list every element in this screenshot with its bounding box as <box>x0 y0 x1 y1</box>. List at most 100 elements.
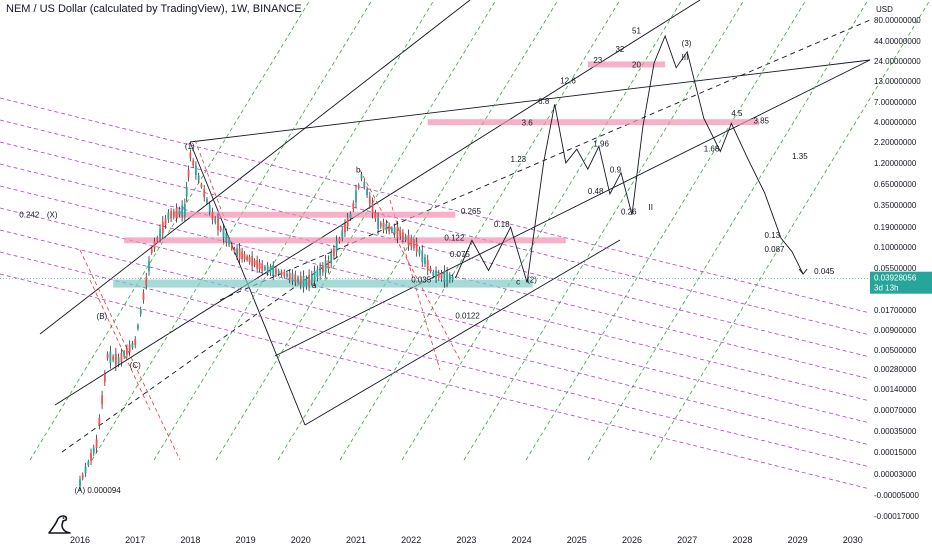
candle-body <box>236 248 238 257</box>
candle-body <box>264 266 266 270</box>
candle-body <box>233 248 236 253</box>
candle-body <box>134 339 137 346</box>
candle-body <box>128 344 131 353</box>
dinosaur-logo-icon[interactable] <box>46 513 74 535</box>
green-guide <box>463 0 745 461</box>
y-tick-label: 0.65000000 <box>874 180 917 189</box>
y-tick-label: 13.00000000 <box>874 77 921 86</box>
candle-body <box>374 212 377 219</box>
candle-body <box>131 343 134 348</box>
candle-body <box>399 230 402 237</box>
candle-body <box>195 165 197 176</box>
y-tick-label: 1.20000000 <box>874 159 917 168</box>
candle-body <box>219 227 222 231</box>
annotation-label: 0.26 <box>621 208 637 217</box>
magenta-guide <box>0 141 871 358</box>
candle-body <box>84 466 87 474</box>
candle-body <box>183 204 186 216</box>
y-tick-label: 0.00280000 <box>874 365 917 374</box>
candle-body <box>324 260 327 273</box>
candle-body <box>123 352 126 357</box>
time-axis[interactable]: 2016 2017 2018 2019 2020 2021 2022 2023 2024 2025… <box>70 535 863 545</box>
candle-body <box>126 347 128 355</box>
y-tick-label: 0.00035000 <box>874 427 917 436</box>
red-guide <box>194 139 226 221</box>
candle-body <box>175 208 178 218</box>
candle-body <box>150 248 153 253</box>
candle-body <box>308 274 310 286</box>
chart-title: NEM / US Dollar (calculated by TradingVi… <box>6 3 302 15</box>
y-tick-label: 0.00070000 <box>874 406 917 415</box>
price-axis[interactable]: USD 80.00000000 44.00000000 24.00000000 13.0… <box>874 5 921 521</box>
x-tick-label: 2026 <box>622 535 642 545</box>
candle-body <box>178 209 181 215</box>
candle-body <box>316 269 319 278</box>
annotation-label: 0.122 <box>444 233 465 242</box>
x-tick-label: 2024 <box>512 535 532 545</box>
candle-body <box>280 271 283 276</box>
candle-body <box>206 198 208 203</box>
candle-body <box>413 241 415 248</box>
magenta-guide <box>0 207 871 424</box>
y-tick-label: -0.00017000 <box>874 512 919 521</box>
candle-body <box>197 175 200 181</box>
candle-body <box>225 233 228 243</box>
annotation-label: II <box>649 203 653 212</box>
candle-body <box>333 248 335 257</box>
candle-body <box>98 418 101 426</box>
annotation-label: (2) <box>527 276 537 285</box>
candle-body <box>79 479 81 487</box>
annotation-label: 1.68 <box>704 145 720 154</box>
annotation-label: 0.18 <box>494 220 510 229</box>
candle-body <box>81 474 84 479</box>
candle-body <box>112 356 115 361</box>
y-tick-label: 0.00500000 <box>874 346 917 355</box>
y-tick-label: 0.00140000 <box>874 385 917 394</box>
candle-body <box>349 213 352 219</box>
candle-body <box>87 461 90 466</box>
annotation-label: (X) <box>47 210 58 219</box>
candle-body <box>238 248 241 259</box>
y-tick-label: 24.00000000 <box>874 57 921 66</box>
candle-body <box>305 279 308 287</box>
trend-guides <box>0 0 931 490</box>
candle-body <box>256 259 259 269</box>
x-tick-label: 2017 <box>125 535 145 545</box>
candle-body <box>246 256 249 260</box>
candle-body <box>211 211 214 221</box>
candle-body <box>429 267 432 272</box>
price-zone <box>113 279 533 288</box>
candle-body <box>159 228 161 238</box>
candle-body <box>443 270 446 283</box>
candle-body <box>321 265 324 273</box>
candle-body <box>251 256 254 267</box>
candle-body <box>319 266 322 276</box>
candle-body <box>192 160 195 166</box>
magenta-guide <box>0 229 871 446</box>
candle-body <box>291 273 294 282</box>
channel-line <box>274 59 871 357</box>
candle-body <box>435 270 437 279</box>
annotation-label: 3.85 <box>753 116 769 125</box>
current-price-tag <box>870 271 932 294</box>
annotation-label: 32 <box>615 45 624 54</box>
green-guide <box>401 0 683 461</box>
candle-body <box>137 325 139 329</box>
x-tick-label: 2023 <box>456 535 476 545</box>
red-guide <box>389 199 441 371</box>
candle-body <box>217 219 219 231</box>
channel-line <box>39 0 471 335</box>
candle-body <box>371 202 374 214</box>
annotation-label: (3) <box>682 39 692 48</box>
bar-countdown: 3d 13h <box>874 284 898 293</box>
candle-body <box>266 265 269 273</box>
candle-body <box>410 238 413 247</box>
annotation-label: 0.087 <box>764 245 785 254</box>
candle-body <box>302 275 305 288</box>
channel-line <box>61 254 341 453</box>
candle-body <box>363 181 366 188</box>
projection-path <box>454 34 808 283</box>
candle-body <box>297 277 299 282</box>
